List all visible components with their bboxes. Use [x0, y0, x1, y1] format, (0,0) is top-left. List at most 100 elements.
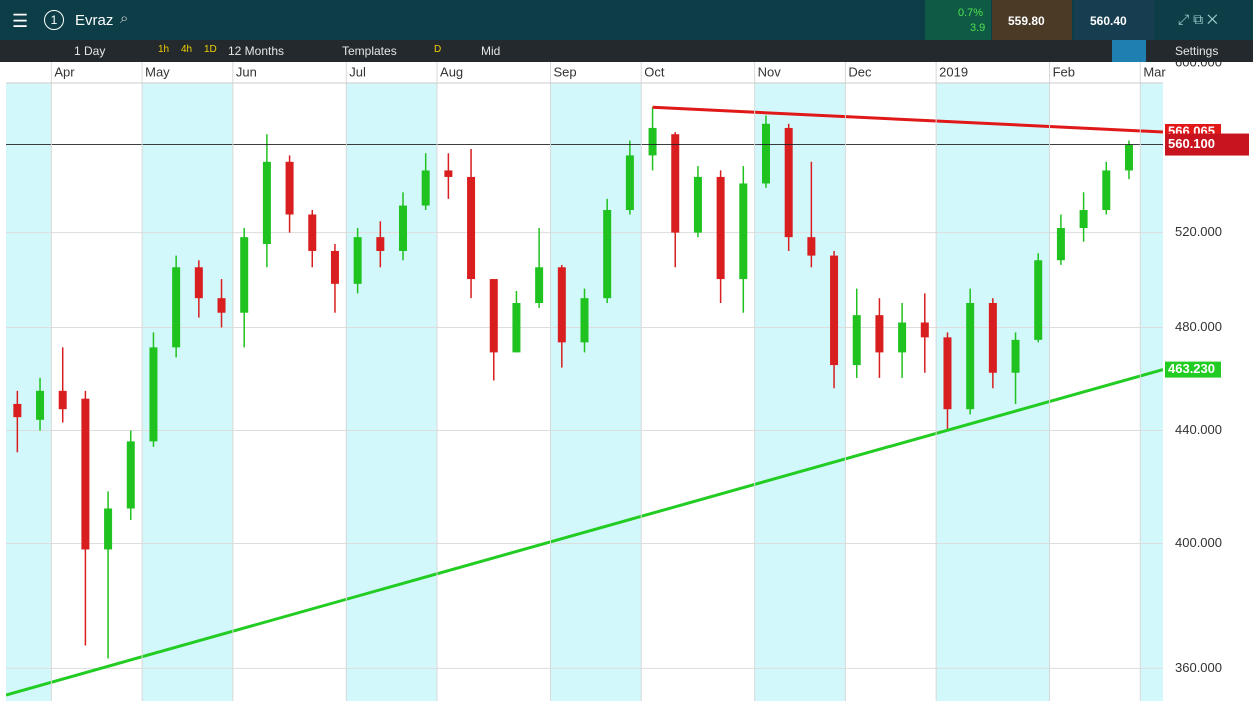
candle-body: [557, 267, 566, 343]
y-tick-label: 360.000: [1175, 660, 1222, 675]
candle-body: [988, 303, 997, 373]
candle-body: [1034, 260, 1043, 340]
candle-body: [512, 303, 521, 353]
x-tick-label: Nov: [758, 64, 782, 79]
candle-body: [625, 155, 634, 211]
candle-body: [467, 176, 476, 280]
trendline: [6, 368, 1163, 697]
candle-body: [898, 322, 907, 353]
chart: Apr May Jun Jul Aug Sep Oct Nov Dec 2019 Feb Mar 360…: [0, 62, 1253, 711]
search-icon[interactable]: ⌕: [120, 10, 129, 27]
candle-body: [1102, 170, 1111, 211]
x-tick-label: Jun: [236, 64, 257, 79]
y-tick-label: 520.000: [1175, 224, 1222, 239]
x-tick-label: May: [145, 64, 170, 79]
candle-body: [852, 315, 861, 366]
candle-body: [353, 237, 362, 284]
candle-body: [126, 441, 135, 509]
y-tick-label: 600.000: [1175, 62, 1222, 69]
candle-body: [966, 303, 975, 410]
y-tick-label: 440.000: [1175, 422, 1222, 437]
candle-body: [784, 127, 793, 238]
templates[interactable]: Templates: [342, 44, 397, 58]
candle-body: [1056, 228, 1065, 261]
candle-body: [13, 403, 22, 418]
x-tick-label: Sep: [553, 64, 576, 79]
instrument[interactable]: Evraz: [75, 12, 114, 29]
candle-body: [240, 237, 249, 313]
candle-body: [920, 322, 929, 338]
top-bar: ☰ 1 Evraz ⌕ 0.7% 3.9 559.80 560.40 ⤢ ⧉ ✕: [0, 0, 1253, 40]
candle-body: [399, 205, 408, 251]
candle-body: [36, 390, 45, 420]
candle-body: [535, 267, 544, 304]
window-icons[interactable]: ⤢ ⧉ ✕: [1178, 11, 1218, 27]
x-tick-label: Apr: [54, 64, 75, 79]
candle-body: [1079, 210, 1088, 229]
range[interactable]: 12 Months: [228, 44, 285, 58]
candle-body: [330, 250, 339, 284]
candle-body: [149, 347, 158, 442]
quick-1h[interactable]: 1h: [158, 44, 170, 55]
last-price-label: 560.100: [1168, 136, 1215, 151]
quick-4h[interactable]: 4h: [181, 44, 193, 55]
candle-body: [81, 398, 90, 550]
candle-body: [194, 267, 203, 299]
month-stripe: [1140, 83, 1163, 701]
change-box: [925, 0, 991, 40]
sell-price[interactable]: 559.80: [1008, 14, 1045, 28]
quick-1d[interactable]: 1D: [204, 44, 217, 55]
last-price-tag: [1165, 133, 1249, 156]
candle-body: [489, 279, 498, 353]
candle-body: [104, 508, 113, 550]
candle-body: [716, 176, 725, 280]
candle-body: [1011, 339, 1020, 373]
candle-body: [875, 315, 884, 353]
candle-body: [603, 210, 612, 299]
price-type[interactable]: Mid: [481, 44, 501, 58]
month-stripe: [754, 83, 846, 701]
x-tick-label: Feb: [1053, 64, 1075, 79]
x-tick-label: 2019: [939, 64, 968, 79]
candle-body: [671, 134, 680, 233]
chart-toolbar: 1 Day 1h 4h 1D 12 Months Templates D Mid…: [0, 40, 1253, 62]
change-pct: 0.7%: [958, 7, 984, 19]
candle-body: [172, 267, 181, 348]
account-badge[interactable]: 1: [44, 10, 64, 30]
candle-body: [217, 298, 226, 313]
candle-body: [693, 176, 702, 233]
y-tick-label: 400.000: [1175, 535, 1222, 550]
candle-body: [308, 214, 317, 251]
candle-body: [739, 183, 748, 280]
menu-icon[interactable]: ☰: [12, 11, 29, 31]
change-pts: 3.9: [970, 22, 986, 34]
candle-body: [1124, 144, 1133, 171]
candle-body: [648, 127, 657, 156]
tool-active[interactable]: [1112, 40, 1146, 62]
candle-body: [943, 337, 952, 410]
month-stripe: [6, 83, 52, 701]
buy-button[interactable]: [1074, 0, 1154, 40]
month-stripe: [936, 83, 1050, 701]
candle-body: [58, 390, 67, 410]
x-tick-label: Jul: [349, 64, 366, 79]
trendline-tag: [1165, 361, 1221, 378]
settings[interactable]: Settings: [1175, 44, 1219, 58]
buy-price[interactable]: 560.40: [1090, 14, 1127, 28]
x-tick-label: Dec: [848, 64, 872, 79]
y-tick-label: 480.000: [1175, 319, 1222, 334]
interval[interactable]: 1 Day: [74, 44, 106, 58]
candle-body: [830, 255, 839, 366]
candle-body: [444, 170, 453, 177]
sell-button[interactable]: [992, 0, 1072, 40]
candle-body: [807, 237, 816, 256]
mode[interactable]: D: [434, 44, 442, 55]
candle-body: [376, 237, 385, 251]
trendline-label: 463.230: [1168, 361, 1215, 376]
candle-body: [262, 161, 271, 245]
candle-body: [421, 170, 430, 206]
candle-body: [761, 123, 770, 184]
x-tick-label: Aug: [440, 64, 463, 79]
candle-body: [285, 161, 294, 215]
